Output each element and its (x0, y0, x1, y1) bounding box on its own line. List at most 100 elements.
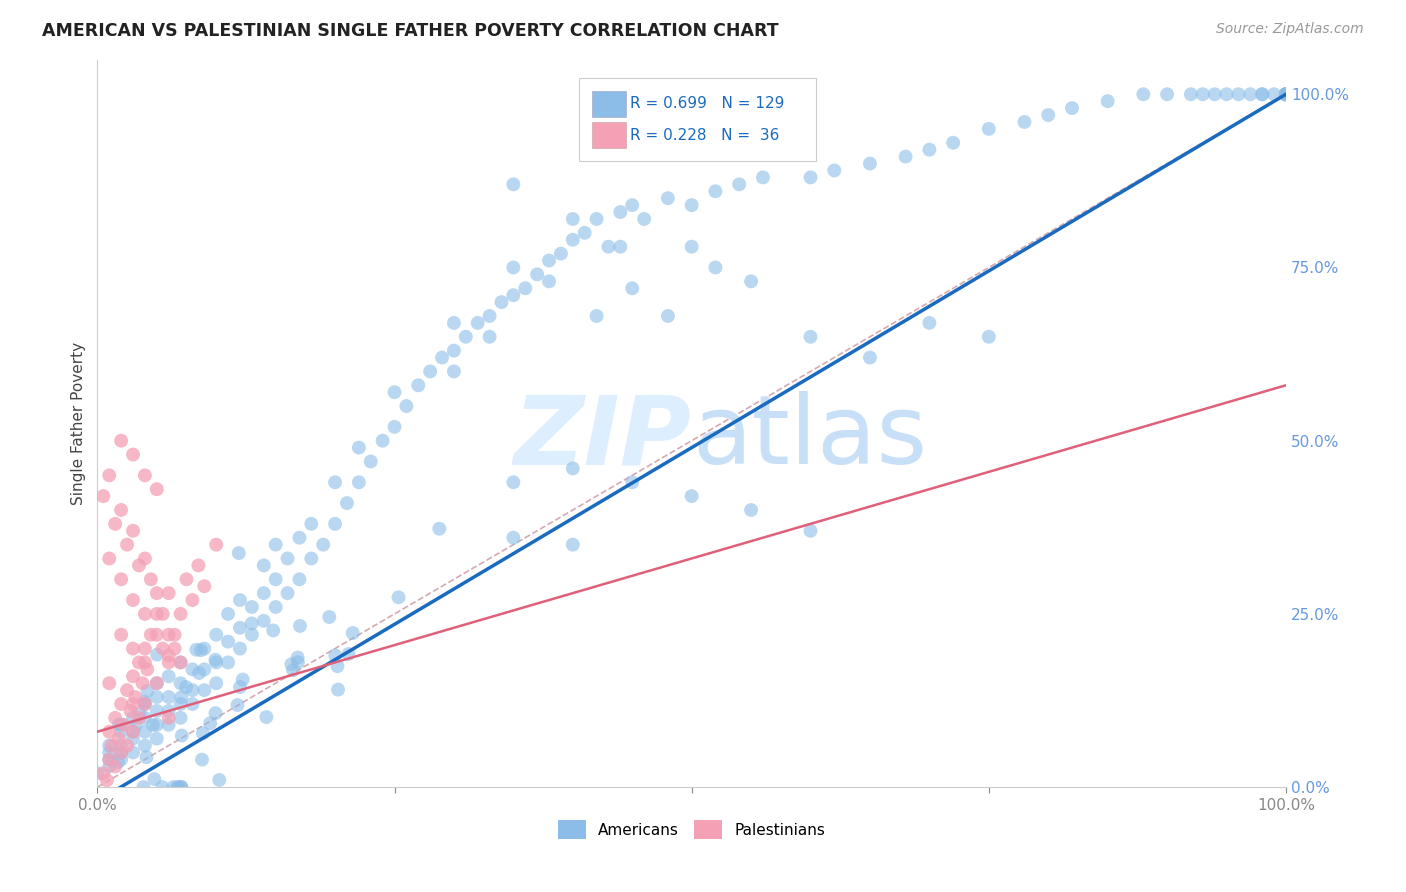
Americans (170, 690, 193, 705)
Americans (229, 641, 252, 656)
Americans (1275, 87, 1298, 102)
Text: ZIP: ZIP (513, 392, 692, 484)
Y-axis label: Single Father Poverty: Single Father Poverty (72, 342, 86, 505)
Americans (228, 546, 250, 560)
Palestinians (163, 628, 186, 642)
Americans (134, 711, 156, 725)
Americans (918, 143, 941, 157)
Americans (277, 586, 299, 600)
Palestinians (128, 711, 150, 725)
Americans (190, 643, 212, 657)
Palestinians (139, 628, 162, 642)
Americans (110, 752, 132, 766)
Americans (110, 746, 132, 760)
Text: Source: ZipAtlas.com: Source: ZipAtlas.com (1216, 22, 1364, 37)
Americans (1263, 87, 1285, 102)
Palestinians (146, 628, 169, 642)
Americans (169, 697, 191, 711)
Americans (134, 724, 156, 739)
Palestinians (104, 516, 127, 531)
Palestinians (122, 641, 145, 656)
Palestinians (134, 607, 156, 621)
Americans (1038, 108, 1060, 122)
Americans (1251, 87, 1274, 102)
Americans (229, 621, 252, 635)
Americans (621, 475, 644, 490)
Americans (585, 309, 607, 323)
FancyBboxPatch shape (592, 91, 626, 117)
Palestinians (96, 773, 118, 788)
Text: R = 0.699   N = 129: R = 0.699 N = 129 (630, 96, 785, 112)
Americans (395, 399, 418, 413)
Americans (142, 718, 165, 732)
Americans (98, 752, 121, 766)
Palestinians (139, 572, 162, 586)
Palestinians (176, 572, 198, 586)
Americans (288, 619, 311, 633)
Americans (110, 739, 132, 753)
Palestinians (128, 558, 150, 573)
Americans (337, 647, 360, 661)
Americans (384, 420, 406, 434)
Palestinians (169, 607, 191, 621)
Palestinians (110, 746, 132, 760)
Americans (537, 253, 560, 268)
Americans (427, 522, 450, 536)
Americans (217, 634, 239, 648)
Americans (318, 610, 340, 624)
Text: atlas: atlas (692, 392, 927, 484)
Palestinians (122, 724, 145, 739)
Americans (128, 707, 150, 722)
Palestinians (134, 656, 156, 670)
Palestinians (134, 641, 156, 656)
Americans (287, 650, 309, 665)
Americans (347, 441, 370, 455)
Americans (1132, 87, 1154, 102)
Americans (443, 364, 465, 378)
Americans (110, 717, 132, 731)
Americans (205, 656, 228, 670)
Americans (1215, 87, 1237, 102)
Americans (262, 624, 284, 638)
Palestinians (157, 711, 180, 725)
Americans (181, 662, 204, 676)
Americans (728, 178, 751, 192)
Americans (157, 669, 180, 683)
Americans (704, 184, 727, 198)
Americans (264, 572, 287, 586)
Americans (132, 780, 155, 794)
Americans (134, 739, 156, 753)
Americans (609, 240, 631, 254)
Americans (1156, 87, 1178, 102)
Americans (526, 268, 548, 282)
Palestinians (112, 718, 135, 732)
Americans (740, 274, 762, 288)
Palestinians (131, 676, 153, 690)
Americans (122, 731, 145, 746)
Americans (1180, 87, 1202, 102)
Palestinians (98, 551, 121, 566)
Americans (1204, 87, 1226, 102)
Palestinians (122, 669, 145, 683)
Americans (204, 653, 226, 667)
Americans (752, 170, 775, 185)
Americans (186, 642, 208, 657)
Americans (312, 538, 335, 552)
Americans (122, 724, 145, 739)
Palestinians (107, 731, 129, 746)
Americans (191, 753, 214, 767)
Americans (193, 641, 215, 656)
Palestinians (134, 468, 156, 483)
Americans (157, 690, 180, 704)
Palestinians (146, 482, 169, 496)
Americans (977, 330, 1000, 344)
Palestinians (104, 711, 127, 725)
Americans (208, 772, 231, 787)
Palestinians (98, 468, 121, 483)
Americans (170, 780, 193, 794)
Americans (681, 240, 703, 254)
Palestinians (110, 628, 132, 642)
Americans (253, 586, 276, 600)
Americans (1275, 87, 1298, 102)
Americans (277, 551, 299, 566)
